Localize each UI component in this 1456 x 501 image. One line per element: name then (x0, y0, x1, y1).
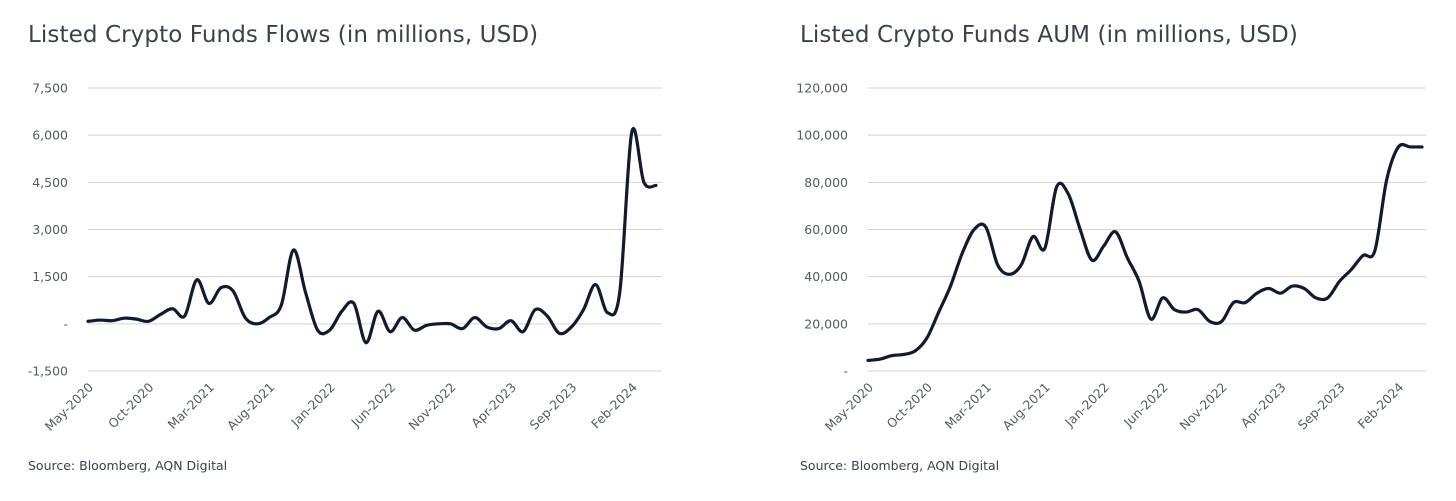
flows-x-tick-label: Sep-2023 (527, 380, 580, 433)
flows-chart-title: Listed Crypto Funds Flows (in millions, … (28, 22, 539, 48)
aum-x-tick-label: Aug-2021 (999, 380, 1053, 434)
flows-chart-panel: Listed Crypto Funds Flows (in millions, … (28, 22, 662, 473)
flows-x-tick-label: Feb-2024 (588, 379, 640, 431)
flows-x-tick-label: Aug-2021 (224, 380, 278, 434)
aum-x-tick-label: Sep-2023 (1295, 380, 1348, 433)
flows-y-tick-label: 7,500 (32, 81, 68, 96)
flows-x-tick-label: Jan-2022 (287, 380, 338, 431)
aum-chart-source: Source: Bloomberg, AQN Digital (800, 458, 1000, 473)
aum-chart-plot: - 20,000 40,000 60,000 80,000 100,000 120,000 M… (796, 81, 1426, 434)
aum-x-tick-label: Nov-2022 (1176, 380, 1229, 433)
aum-x-tick-label: Apr-2023 (1238, 380, 1289, 431)
flows-x-tick-label: May-2020 (42, 379, 96, 433)
flows-y-tick-label: 6,000 (32, 128, 68, 143)
aum-x-tick-label: Jun-2022 (1120, 380, 1171, 431)
aum-y-tick-label: 40,000 (804, 269, 848, 284)
aum-y-tick-label: 20,000 (804, 316, 848, 331)
aum-y-tick-label: 80,000 (804, 175, 848, 190)
flows-y-tick-label: -1,500 (28, 364, 68, 379)
flows-x-tick-label: Jun-2022 (347, 380, 398, 431)
aum-x-tick-label: Jan-2022 (1061, 380, 1112, 431)
flows-chart-plot: -1,500-1,5003,0004,5006,0007,500May-2020… (28, 81, 662, 434)
aum-x-tick-label: May-2020 (822, 379, 876, 433)
aum-chart-panel: Listed Crypto Funds AUM (in millions, US… (728, 0, 1456, 501)
aum-x-tick-label: Oct-2020 (883, 379, 935, 431)
aum-series-line (866, 142, 1424, 362)
flows-x-tick-label: Nov-2022 (405, 380, 458, 433)
aum-y-tick-label: 100,000 (796, 128, 848, 143)
flows-y-tick-label: - (63, 316, 68, 331)
flows-chart-source: Source: Bloomberg, AQN Digital (28, 458, 228, 473)
flows-series-line (86, 127, 658, 345)
flows-y-tick-label: 4,500 (32, 175, 68, 190)
flows-x-tick-label: Oct-2020 (105, 379, 157, 431)
aum-x-tick-label: Mar-2021 (942, 380, 994, 432)
aum-x-tick-label: Feb-2024 (1355, 379, 1407, 431)
flows-x-tick-label: Apr-2023 (468, 380, 519, 431)
flows-y-tick-label: 1,500 (32, 269, 68, 284)
flows-y-tick-label: 3,000 (32, 222, 68, 237)
aum-y-tick-label: 60,000 (804, 222, 848, 237)
aum-y-tick-label: - (843, 364, 848, 379)
aum-chart-title: Listed Crypto Funds AUM (in millions, US… (800, 22, 1298, 48)
aum-y-tick-label: 120,000 (796, 81, 848, 96)
flows-x-tick-label: Mar-2021 (165, 380, 217, 432)
